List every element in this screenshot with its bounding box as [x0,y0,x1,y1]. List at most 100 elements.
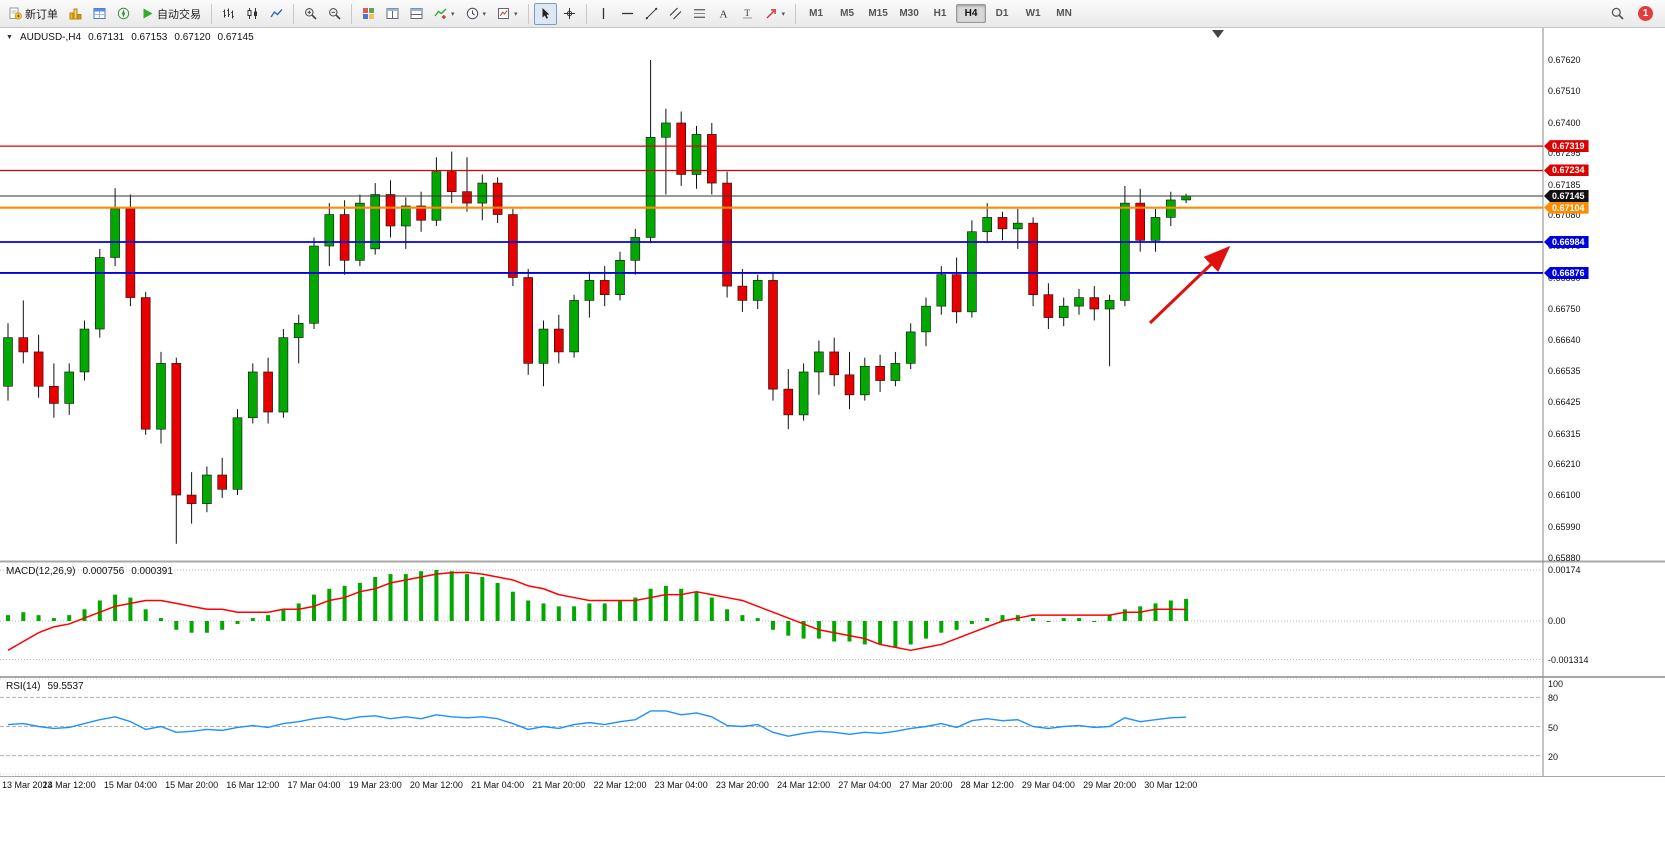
rsi-title: RSI(14) [6,681,41,692]
chart-shift-marker-icon[interactable] [1212,30,1224,38]
rsi-header: RSI(14) 59.5537 [6,681,84,692]
shapes-icon [765,7,778,20]
vertical-line-icon [597,7,610,20]
text-label-icon: T [741,7,754,20]
arrow-annotation[interactable] [1148,245,1231,325]
panel-separator[interactable] [0,676,1665,678]
macd-main-value: 0.000756 [82,566,125,577]
indicators-button[interactable]: ▾ [429,3,460,25]
tile-vertical-button[interactable] [381,3,404,25]
toolbar-separator [293,3,294,24]
candlestick-icon [246,7,259,20]
text-label-button[interactable]: T [736,3,759,25]
periods-icon [466,7,479,20]
dropdown-caret-icon: ▾ [482,10,487,18]
line-chart-button[interactable] [265,3,288,25]
data-window-button[interactable] [88,3,111,25]
time-axis-separator [0,776,1665,777]
rsi-line [7,710,1187,737]
toolbar-separator [351,3,352,24]
channel-button[interactable] [664,3,687,25]
autotrading-icon [141,7,154,20]
tile-horizontal-button[interactable] [405,3,428,25]
panel-separator[interactable] [0,560,1665,563]
fibonacci-icon [693,7,706,20]
new-order-icon [9,7,22,20]
tile-windows-icon [362,7,375,20]
macd-signal-value: 0.000391 [131,566,173,577]
text-icon: A [717,7,730,21]
cursor-icon [539,7,552,20]
timeframe-m1-button[interactable]: M1 [809,8,824,19]
dropdown-caret-icon: ▾ [451,10,455,18]
periods-button[interactable]: ▾ [461,3,492,25]
fibonacci-button[interactable] [688,3,711,25]
indicators-icon [434,7,447,20]
symbol-period-label: AUDUSD-,H4 [19,32,82,43]
cursor-button[interactable] [533,2,557,25]
crosshair-button[interactable] [558,3,581,25]
trendline-button[interactable] [640,3,663,25]
rsi-value: 59.5537 [47,681,84,692]
market-watch-button[interactable] [64,3,87,25]
svg-text:T: T [744,8,750,18]
toolbar: 新订单 自动交易 ▾ ▾ ▾ A T ▾ M1 M5 M15 M30 H1 H4 D1 W1 MN 1 [0,0,1665,28]
crosshair-icon [563,7,576,20]
templates-icon [497,7,510,20]
zoom-out-button[interactable] [323,3,346,25]
navigator-button[interactable] [112,3,135,25]
horizontal-line-icon [621,7,634,20]
trendline-icon [645,7,658,20]
macd-title: MACD(12,26,9) [6,566,76,577]
data-window-icon [93,7,106,20]
search-button[interactable] [1606,3,1629,25]
tile-vertical-icon [386,7,399,20]
timeframe-m30-button[interactable]: M30 [899,8,919,19]
text-button[interactable]: A [712,3,735,25]
timeframe-w1-button[interactable]: W1 [1025,8,1041,19]
toolbar-separator [211,3,212,24]
macd-histogram [6,570,1189,648]
timeframe-h1-button[interactable]: H1 [933,8,947,19]
zoom-out-icon [328,7,341,20]
search-icon [1611,7,1624,20]
zoom-in-button[interactable] [299,3,322,25]
timeframe-m5-button[interactable]: M5 [840,8,855,19]
timeframe-h4-button[interactable]: H4 [956,4,987,23]
zoom-in-icon [304,7,317,20]
autotrading-label: 自动交易 [157,8,201,21]
close-value: 0.67145 [217,32,254,43]
macd-header: MACD(12,26,9) 0.000756 0.000391 [6,566,173,577]
quick-trade-caret-icon[interactable]: ▼ [6,34,13,41]
shapes-button[interactable]: ▾ [760,3,791,25]
new-order-label: 新订单 [25,8,58,21]
navigator-icon [117,7,130,20]
dropdown-caret-icon: ▾ [514,10,518,18]
autotrading-button[interactable]: 自动交易 [136,3,206,25]
low-value: 0.67120 [174,32,211,43]
open-value: 0.67131 [88,32,125,43]
line-chart-icon [270,7,283,20]
svg-text:A: A [719,9,727,21]
toolbar-separator [527,3,529,24]
candlestick-series [3,60,1191,544]
new-order-button[interactable]: 新订单 [4,3,63,25]
horizontal-line-button[interactable] [616,3,639,25]
high-value: 0.67153 [131,32,168,43]
tile-windows-button[interactable] [357,3,380,25]
toolbar-separator [795,3,797,24]
candlestick-chart-button[interactable] [241,3,264,25]
macd-signal-line [7,571,1187,652]
dropdown-caret-icon: ▾ [781,10,786,18]
vertical-line-button[interactable] [592,3,615,25]
bar-chart-button[interactable] [217,3,240,25]
timeframe-mn-button[interactable]: MN [1056,8,1072,19]
timeframe-m15-button[interactable]: M15 [868,8,888,19]
templates-button[interactable]: ▾ [492,3,523,25]
timeframe-d1-button[interactable]: D1 [995,8,1009,19]
tile-horizontal-icon [410,7,423,20]
toolbar-separator [585,3,587,24]
notification-badge[interactable]: 1 [1638,6,1653,21]
